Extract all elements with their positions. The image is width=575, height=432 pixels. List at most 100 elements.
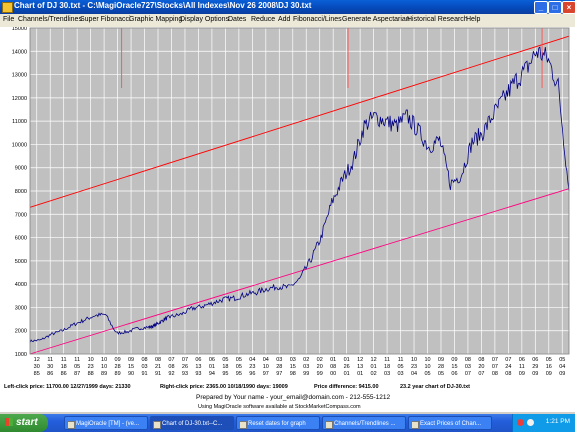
x-tick-label: 02 xyxy=(303,357,309,363)
menu-channels-trendlines[interactable]: Channels/Trendlines xyxy=(18,16,82,23)
x-tick-label: 28 xyxy=(438,364,444,370)
x-tick-label: 86 xyxy=(47,371,53,377)
menu-historical-research[interactable]: Historical Research xyxy=(407,16,468,23)
x-tick-label: 08 xyxy=(478,357,484,363)
x-tick-label: 97 xyxy=(276,371,282,377)
menu-add[interactable]: Add xyxy=(278,16,291,23)
taskbar-item-chart[interactable]: Chart of DJ-30.txt--C... xyxy=(150,416,234,430)
x-tick-label: 02 xyxy=(371,371,377,377)
app-icon xyxy=(239,421,247,429)
x-tick-label: 11 xyxy=(398,357,404,363)
taskbar-item-channels[interactable]: Channels/Trendlines ... xyxy=(322,416,406,430)
x-tick-label: 10 xyxy=(101,357,107,363)
x-tick-label: 07 xyxy=(168,357,174,363)
menu-help[interactable]: Help xyxy=(466,16,481,23)
menu-reduce[interactable]: Reduce xyxy=(251,16,276,23)
x-tick-label: 05 xyxy=(559,357,565,363)
title-bar: Chart of DJ 30.txt - C:\MagiOracle727\St… xyxy=(0,0,575,14)
x-tick-label: 15 xyxy=(290,364,296,370)
x-tick-label: 12 xyxy=(371,357,377,363)
close-button[interactable]: × xyxy=(562,1,575,14)
taskbar-item-reset-dates[interactable]: Reset dates for graph xyxy=(236,416,320,430)
software-credit: Using MagiOracle software available at S… xyxy=(198,404,361,410)
x-tick-label: 09 xyxy=(559,371,565,377)
x-tick-label: 11 xyxy=(61,357,67,363)
x-tick-label: 07 xyxy=(182,357,188,363)
x-tick-label: 97 xyxy=(263,371,269,377)
x-tick-label: 93 xyxy=(182,371,188,377)
prepared-by: Prepared by Your name - your_email@domai… xyxy=(196,394,391,401)
y-tick-label: 9000 xyxy=(15,166,27,172)
taskbar-item-magioracle[interactable]: MagiOracle [TM] - (ve... xyxy=(64,416,148,430)
menu-generate-aspectarian[interactable]: Generate Aspectarian xyxy=(342,16,410,23)
x-tick-label: 05 xyxy=(424,371,430,377)
x-tick-label: 24 xyxy=(505,364,511,370)
x-tick-label: 16 xyxy=(546,364,552,370)
taskbar-label: Channels/Trendlines ... xyxy=(334,421,396,427)
price-series-line xyxy=(29,46,570,343)
x-tick-label: 09 xyxy=(532,371,538,377)
x-tick-label: 23 xyxy=(88,364,94,370)
menu-graphic-mapping[interactable]: Graphic Mapping xyxy=(129,16,183,23)
x-tick-label: 04 xyxy=(411,371,417,377)
x-tick-label: 00 xyxy=(330,371,336,377)
taskbar-label: Reset dates for graph xyxy=(248,421,306,427)
x-tick-label: 05 xyxy=(222,357,228,363)
x-tick-label: 18 xyxy=(384,364,390,370)
x-tick-label: 10 xyxy=(411,357,417,363)
menu-super-fibonacci[interactable]: Super Fibonacci xyxy=(80,16,131,23)
clock: 1:21 PM xyxy=(545,418,570,425)
security-icon[interactable] xyxy=(517,419,524,426)
x-tick-label: 95 xyxy=(236,371,242,377)
y-tick-label: 6000 xyxy=(15,236,27,242)
menu-display-options[interactable]: Display Options xyxy=(180,16,230,23)
x-tick-label: 05 xyxy=(236,364,242,370)
x-tick-label: 05 xyxy=(438,371,444,377)
x-tick-label: 89 xyxy=(115,371,121,377)
x-tick-label: 28 xyxy=(115,364,121,370)
y-tick-label: 14000 xyxy=(12,49,27,55)
chart-area[interactable]: 15000 14000 13000 12000 11000 10000 9000 8000 70… xyxy=(0,27,575,382)
x-tick-label: 15 xyxy=(451,364,457,370)
x-tick-label: 08 xyxy=(141,357,147,363)
x-tick-label: 23 xyxy=(411,364,417,370)
x-tick-label: 08 xyxy=(492,371,498,377)
y-tick-label: 1000 xyxy=(15,352,27,358)
taskbar: start MagiOracle [TM] - (ve... Chart of … xyxy=(0,414,575,432)
price-chart[interactable]: 1500014000130001200011000100009000800070… xyxy=(0,27,575,382)
y-tick-label: 8000 xyxy=(15,189,27,195)
x-tick-label: 30 xyxy=(34,364,40,370)
menu-file[interactable]: File xyxy=(3,16,15,23)
right-click-price: Right-click price: 2365.00 10/18/1990 da… xyxy=(160,384,288,390)
x-tick-label: 30 xyxy=(47,364,53,370)
start-button[interactable]: start xyxy=(0,414,48,432)
x-tick-label: 08 xyxy=(465,357,471,363)
menu-fibonacci-lines[interactable]: Fibonacci/Lines xyxy=(293,16,342,23)
x-tick-label: 86 xyxy=(61,371,67,377)
x-tick-label: 02 xyxy=(317,357,323,363)
x-tick-label: 08 xyxy=(330,364,336,370)
taskbar-item-exact-prices[interactable]: Exact Prices of Chan... xyxy=(408,416,492,430)
minimize-button[interactable]: _ xyxy=(534,1,548,14)
x-tick-label: 99 xyxy=(317,371,323,377)
x-tick-label: 07 xyxy=(478,371,484,377)
x-tick-label: 11 xyxy=(519,364,525,370)
x-tick-label: 09 xyxy=(546,371,552,377)
x-tick-label: 04 xyxy=(559,364,565,370)
x-tick-label: 01 xyxy=(330,357,336,363)
menu-dates[interactable]: Dates xyxy=(228,16,247,23)
x-tick-label: 08 xyxy=(505,371,511,377)
x-tick-label: 99 xyxy=(303,371,309,377)
x-tick-label: 88 xyxy=(88,371,94,377)
maximize-button[interactable]: □ xyxy=(548,1,562,14)
network-icon[interactable] xyxy=(527,419,534,426)
x-tick-label: 21 xyxy=(155,364,161,370)
x-tick-label: 03 xyxy=(465,364,471,370)
x-tick-label: 10 xyxy=(263,364,269,370)
x-tick-label: 10 xyxy=(88,357,94,363)
x-tick-label: 03 xyxy=(276,357,282,363)
x-tick-label: 95 xyxy=(222,371,228,377)
x-tick-label: 10 xyxy=(424,364,430,370)
x-tick-label: 07 xyxy=(492,364,498,370)
x-tick-label: 26 xyxy=(182,364,188,370)
